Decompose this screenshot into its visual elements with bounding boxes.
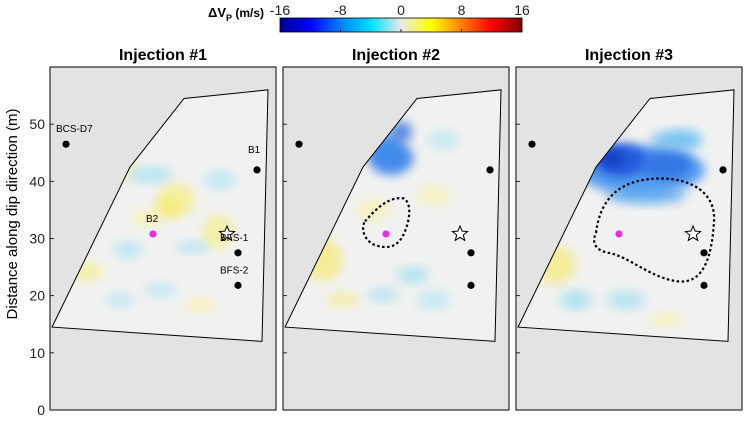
well-label: BFS-2 [220,265,249,276]
velocity-anomaly [606,290,646,310]
velocity-anomaly [202,215,234,249]
velocity-anomaly [427,130,459,150]
colorbar-tick-label: -8 [334,2,347,18]
panel-3: Injection #3 [515,47,743,411]
velocity-anomaly [367,287,399,303]
event-star-icon [684,224,702,242]
network-outline [51,89,269,342]
velocity-anomaly [397,266,429,284]
y-tick-label: 50 [29,116,45,132]
well-label: B2 [146,214,159,225]
y-axis-label: Distance along dip direction (m) [4,109,21,320]
y-tick-label: 40 [29,173,45,189]
y-tick-label: 30 [29,231,45,247]
anomaly-contour [362,197,411,249]
colorbar: ΔVP (m/s) -16 -8 0 8 16 [208,2,530,33]
velocity-field-base [285,89,501,342]
panel-title: Injection #3 [585,47,673,64]
velocity-anomaly [417,185,449,205]
velocity-anomaly [640,150,692,180]
injection-well-dot [615,230,623,238]
velocity-anomaly [113,241,143,259]
well-label: B1 [248,145,261,156]
y-tick-label: 0 [37,402,45,418]
y-tick-label: 20 [29,288,45,304]
event-star-icon [451,224,469,242]
colorbar-title-unit: (m/s) [232,6,264,20]
velocity-anomaly [357,199,389,221]
panel-2: Injection #2 [282,47,510,411]
monitoring-well-dot [486,166,494,174]
panel-title: Injection #1 [119,47,207,64]
velocity-anomaly [127,166,173,184]
velocity-anomaly [650,312,682,328]
monitoring-well-dot [528,140,536,148]
colorbar-tick-label: 0 [397,2,405,18]
colorbar-title: ΔVP (m/s) [208,5,264,23]
monitoring-well-dot [700,249,708,257]
injection-well-dot [149,230,157,238]
velocity-anomaly [204,170,236,190]
panel-title: Injection #2 [352,47,440,64]
velocity-anomaly [155,198,181,218]
velocity-anomaly [176,241,208,253]
monitoring-well-dot [719,166,727,174]
monitoring-well-dot [234,281,242,289]
colorbar-title-sub: P [226,13,232,23]
colorbar-tick-label: -16 [270,2,290,18]
y-tick-label: 10 [29,345,45,361]
velocity-anomaly [132,209,164,227]
network-outline [284,89,502,342]
well-label: BCS-D7 [56,124,93,135]
velocity-anomaly [144,282,176,298]
monitoring-well-dot [295,140,303,148]
velocity-anomaly [650,130,702,150]
event-star-icon [218,224,236,242]
anomaly-contour [593,177,716,283]
monitoring-well-dot [467,249,475,257]
panels: Injection #1 BCS-D7 B1 B2 BFS-1 BFS-2 0 10 20 30 4… [29,47,743,418]
velocity-anomaly [184,297,216,313]
monitoring-well-dot [467,281,475,289]
monitoring-well-dot [700,281,708,289]
colorbar-ticks: -16 -8 0 8 16 [270,2,530,32]
injection-well-dot [382,230,390,238]
monitoring-well-dot [62,140,70,148]
velocity-anomaly [417,290,449,310]
colorbar-title-main: ΔV [208,5,226,20]
monitoring-well-dot [234,249,242,257]
network-outline [517,89,735,342]
panel-1: Injection #1 BCS-D7 B1 B2 BFS-1 BFS-2 0 10 20 30 4… [29,47,277,418]
velocity-anomaly [560,290,592,310]
velocity-anomaly [105,292,135,308]
velocity-anomaly [327,292,359,308]
velocity-anomaly [606,185,686,205]
colorbar-tick-label: 8 [458,2,466,18]
colorbar-tick-label: 16 [514,2,530,18]
monitoring-well-dot [253,166,261,174]
well-label: BFS-1 [220,233,249,244]
